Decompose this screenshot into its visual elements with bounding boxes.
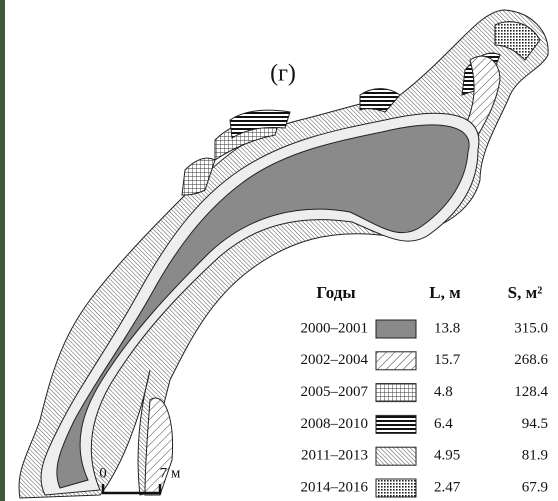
legend-header: Годы	[316, 283, 355, 302]
legend-period: 2008–2010	[301, 416, 369, 432]
legend-length: 2.47	[434, 479, 461, 495]
legend-length: 6.4	[434, 416, 453, 432]
legend-area: 128.4	[514, 384, 548, 400]
scale-end: 7 м	[160, 465, 181, 481]
legend-period: 2011–2013	[301, 448, 368, 464]
legend-area: 67.9	[522, 479, 548, 495]
legend-swatch	[375, 478, 417, 498]
legend-header: L, м	[429, 283, 461, 302]
legend-swatch	[375, 446, 417, 466]
legend-area: 315.0	[514, 320, 548, 336]
legend-length: 4.95	[434, 448, 460, 464]
scale-bar: 0 7 м	[99, 465, 181, 495]
legend-swatch	[375, 414, 417, 434]
legend-period: 2002–2004	[301, 352, 369, 368]
legend-length: 13.8	[434, 320, 460, 336]
map	[18, 9, 549, 499]
legend-area: 81.9	[522, 448, 548, 464]
legend-length: 4.8	[434, 384, 453, 400]
legend-swatch	[375, 319, 417, 339]
legend-swatch	[375, 351, 417, 371]
legend-area: 94.5	[522, 416, 548, 432]
legend-period: 2005–2007	[301, 384, 369, 400]
legend-header: S, м²	[508, 283, 543, 302]
legend-length: 15.7	[434, 352, 461, 368]
legend-area: 268.6	[514, 352, 548, 368]
legend-bg	[290, 278, 556, 500]
legend-period: 2014–2016	[301, 479, 369, 495]
photo-edge	[0, 0, 5, 501]
legend-swatch	[375, 383, 417, 403]
panel-label: (г)	[270, 61, 296, 87]
legend: Годы L, м S, м² 2000–2001 13.8 315.0 2002–2004…	[301, 283, 549, 498]
scale-line	[101, 484, 162, 495]
legend-period: 2000–2001	[301, 320, 369, 336]
scale-start: 0	[99, 465, 107, 481]
